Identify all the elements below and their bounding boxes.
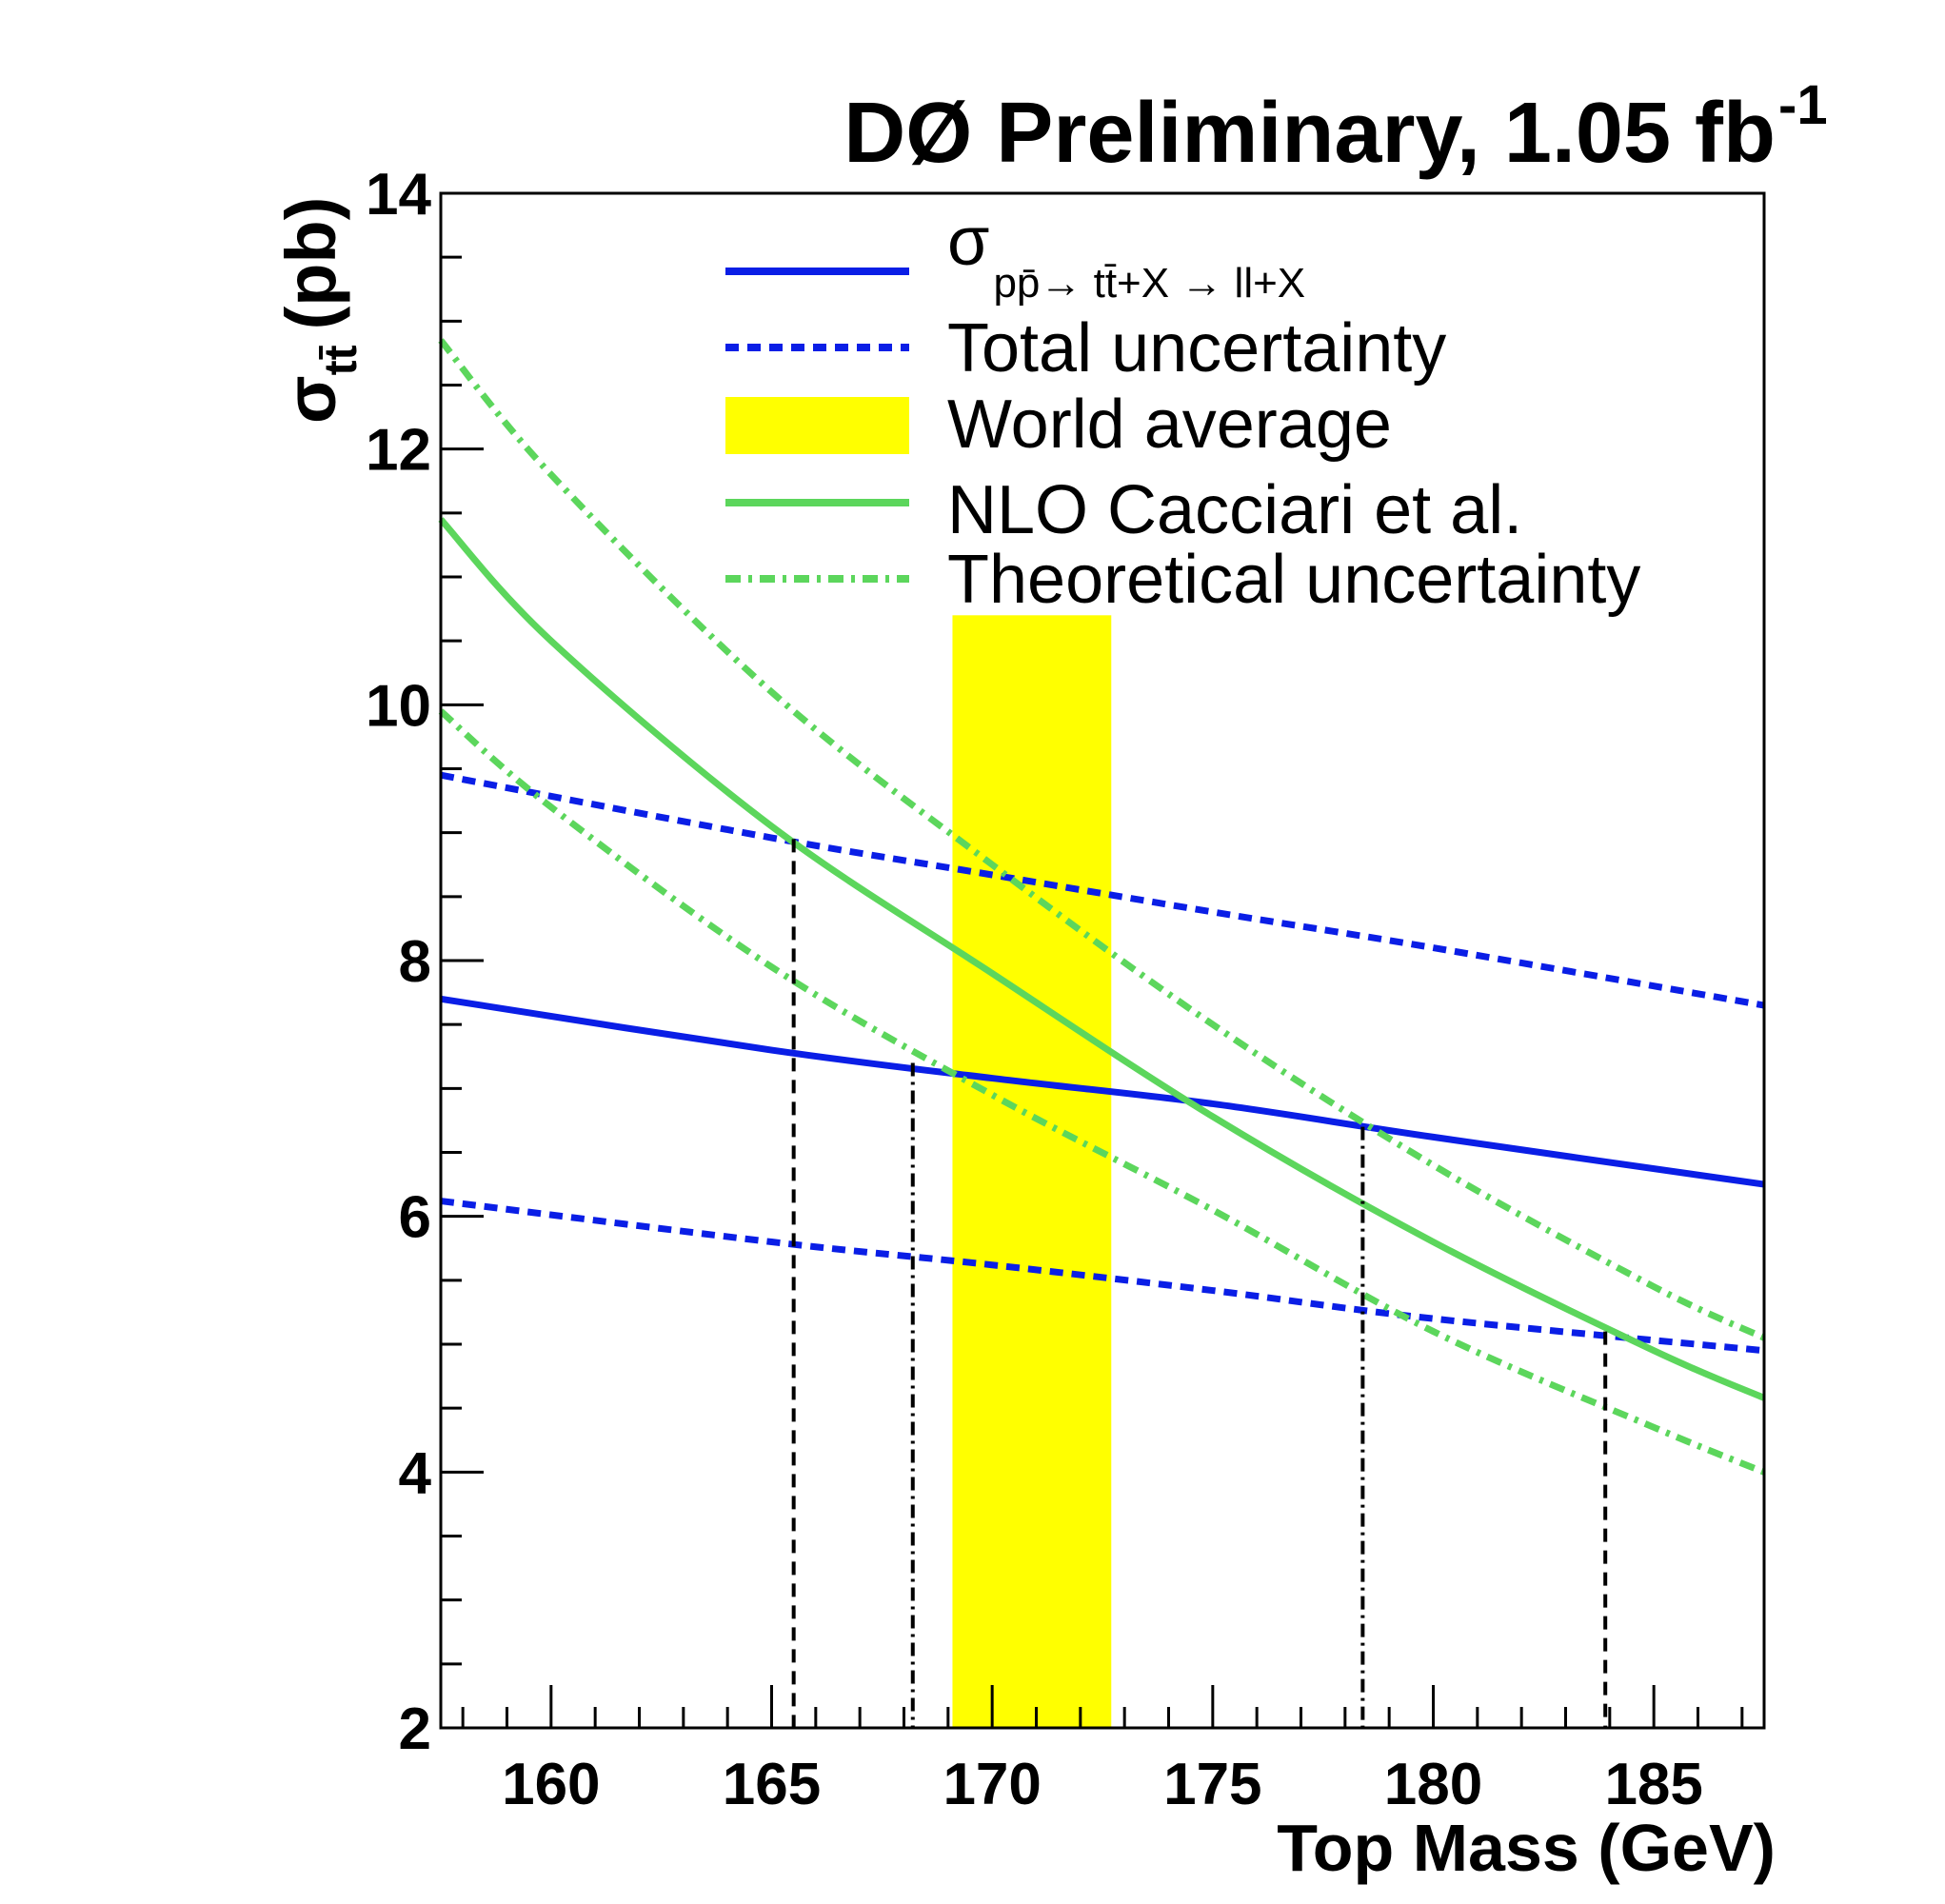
y-tick-label: 8 (399, 929, 431, 995)
x-tick-label: 185 (1604, 1752, 1702, 1817)
chart-title-superscript: -1 (1778, 74, 1828, 136)
y-tick-label: 10 (366, 673, 431, 739)
x-tick-label: 170 (943, 1752, 1041, 1817)
x-tick-label: 180 (1384, 1752, 1482, 1817)
x-tick-label: 160 (502, 1752, 600, 1817)
y-tick-label: 14 (366, 162, 431, 228)
legend: σpp̄→ tt̄+X → ll+X Total uncertainty Wor… (725, 204, 1640, 618)
y-axis-label-symbol: σ (271, 375, 350, 424)
legend-label-total-uncertainty: Total uncertainty (947, 310, 1446, 387)
series-line-0 (440, 995, 1765, 1188)
series-line-2 (440, 1198, 1765, 1355)
y-tick-label: 2 (399, 1696, 431, 1762)
legend-label-nlo: NLO Cacciari et al. (947, 472, 1522, 548)
y-tick-label: 6 (399, 1185, 431, 1251)
x-tick-label: 165 (723, 1752, 821, 1817)
y-axis-label: σtt̄ (pb) (271, 197, 367, 424)
y-axis-label-subscript: tt̄ (316, 345, 367, 375)
series-line-5 (438, 708, 1766, 1476)
series-line-4 (438, 338, 1766, 1341)
svg-text:σtt̄(pb): σtt̄ (pb) (271, 197, 367, 424)
legend-label-measured: σpp̄→ tt̄+X → ll+X (947, 204, 1305, 307)
x-axis-label: Top Mass (GeV) (1277, 1811, 1776, 1885)
y-tick-label: 4 (399, 1440, 432, 1506)
world-average-band (952, 615, 1112, 1728)
x-tick-label: 175 (1163, 1752, 1261, 1817)
legend-label-measured-subscript: pp̄→ tt̄+X → ll+X (993, 260, 1305, 307)
legend-label-theoretical-uncertainty: Theoretical uncertainty (947, 542, 1640, 618)
series-line-3 (438, 517, 1766, 1401)
legend-label-measured-symbol: σ (947, 204, 989, 280)
y-axis-label-unit: (pb) (271, 197, 350, 330)
chart-title: DØ Preliminary, 1.05 fb (843, 86, 1776, 181)
legend-swatch-world-average (725, 397, 909, 454)
legend-label-world-average: World average (947, 387, 1392, 463)
series-line-1 (440, 771, 1765, 1009)
y-tick-label: 12 (366, 418, 431, 484)
